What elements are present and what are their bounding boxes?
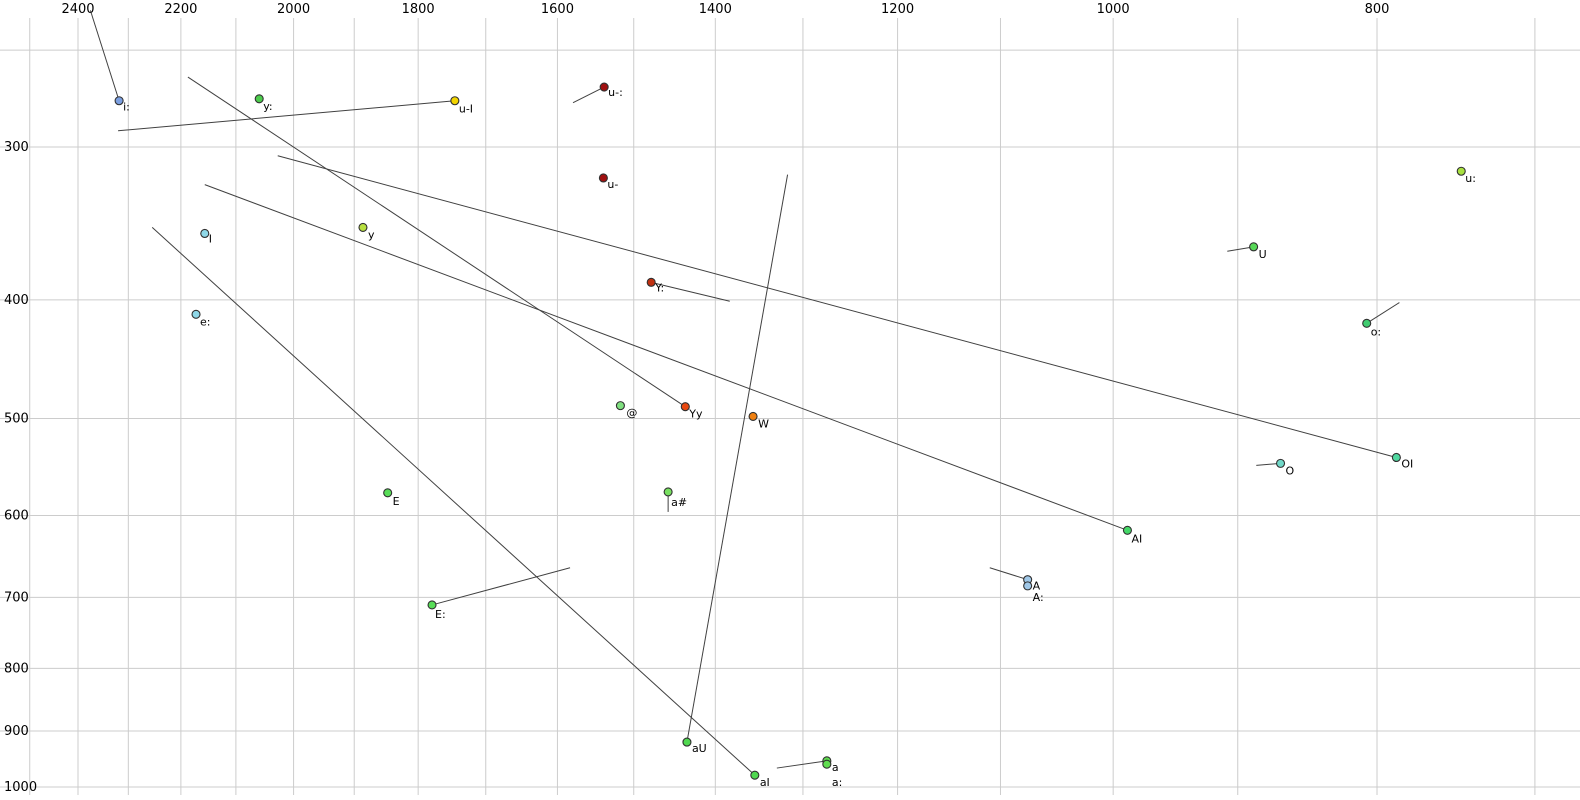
vowel-point-label: @ [626,407,637,420]
vowel-point-label: E [393,495,400,508]
vowel-point [680,402,690,412]
vowel-point [254,94,264,104]
vowel-point [1391,452,1401,463]
vowel-point-label: W [758,417,769,430]
vowel-point-label: aU [692,742,707,755]
vowel-point-label: Yy [688,408,703,421]
vowel-point [599,82,609,92]
vowel-point [646,277,656,287]
vowel-point-label: u: [1465,172,1476,185]
x-axis-tick-label: 1200 [881,2,914,17]
x-axis-tick-label: 1000 [1097,2,1130,17]
y-axis-tick-label: 600 [4,508,29,523]
vowel-point [427,600,437,610]
diphthong-trajectory-line [776,760,827,769]
vowel-point-label: a [832,761,839,774]
x-axis-tick-label: 2200 [164,2,197,17]
vowel-point-label: e: [200,315,210,328]
diphthong-trajectory-line [1366,302,1400,324]
vowel-point-label: OI [1401,457,1413,470]
diphthong-trajectory-line [187,76,686,408]
diphthong-trajectory-line [989,567,1028,581]
vowel-point [383,488,393,498]
vowel-point-label: u- [607,178,618,191]
vowel-point-label: E: [435,608,446,621]
vowel-point [1456,166,1466,176]
x-axis-tick-label: 2400 [61,2,94,17]
x-axis-tick-label: 1800 [402,2,435,17]
vowel-point [663,487,673,497]
x-axis-tick-label: 1600 [541,2,574,17]
vowel-point-label: AI [1131,532,1142,545]
vowel-point-label: i: [123,101,130,114]
diphthong-trajectory-line [572,86,605,104]
diphthong-trajectory-line [151,227,756,776]
vowel-point-label: aI [760,776,770,789]
vowel-point-label: O [1286,464,1295,477]
x-axis-tick-label: 800 [1365,2,1390,17]
vowel-point-label: u-I [459,103,473,116]
vowel-point [1362,318,1372,328]
vowel-point [1122,525,1132,535]
vowel-point-label: u-: [608,86,623,99]
diphthong-trajectory-line [277,155,1397,458]
y-axis-tick-label: 400 [4,293,29,308]
vowel-point-label: A: [1033,591,1044,604]
diphthong-trajectory-line [651,281,730,302]
y-axis-tick-label: 1000 [4,780,37,795]
vowel-point [114,96,124,106]
y-axis-tick-label: 300 [4,140,29,155]
vowel-point-label: a# [671,496,687,509]
vowel-point [1249,242,1259,252]
vowel-point [822,759,832,769]
diphthong-trajectory-line [89,10,120,101]
vowel-point-label: A [1033,580,1041,593]
vowel-point [750,770,760,780]
y-axis-tick-label: 500 [4,412,29,427]
vowel-point [1023,581,1033,591]
diphthong-trajectory-line [686,174,789,743]
vowel-point-label: U [1259,248,1267,261]
vowel-point [748,411,758,421]
x-axis-tick-label: 2000 [277,2,310,17]
vowel-point-label: Y: [654,281,664,294]
vowel-point [682,737,692,747]
y-axis-tick-label: 900 [4,724,29,739]
vowel-point [191,309,201,319]
y-axis-tick-label: 700 [4,590,29,605]
vowel-point [598,173,608,183]
vowel-point [200,228,210,239]
vowel-point [615,401,625,411]
vowel-point [450,96,460,106]
vowel-point [358,222,368,232]
vowel-point-label: I [209,232,212,245]
vowel-point-label: y [368,228,375,241]
vowel-point-label: o: [1371,325,1381,338]
diphthong-trajectory-line [118,100,455,132]
vowel-point-label: y: [263,100,272,113]
diphthong-trajectory-line [431,567,571,606]
x-axis-tick-label: 1400 [699,2,732,17]
diphthong-trajectory-line [204,184,1128,531]
vowel-point-label: a: [832,776,842,789]
y-axis-tick-label: 800 [4,661,29,676]
vowel-point [1275,458,1286,468]
